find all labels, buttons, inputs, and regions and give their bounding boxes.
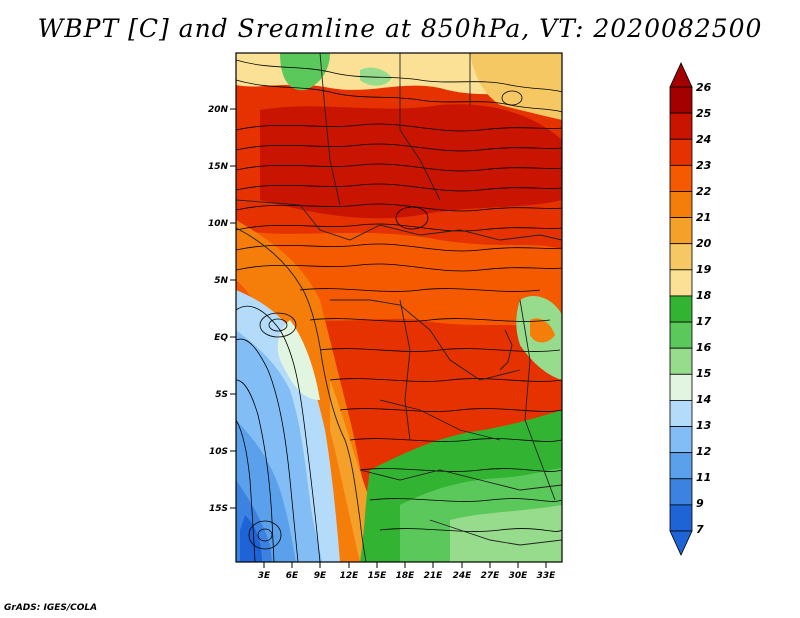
streamlines — [236, 59, 562, 562]
lon-tick-label: 9E — [314, 571, 327, 581]
lon-tick-label: 30E — [509, 571, 529, 581]
grads-footer: GrADS: IGES/COLA — [4, 603, 98, 613]
colorbar-cell — [669, 426, 693, 454]
lon-tick-label: 24E — [453, 571, 473, 581]
colorbar-level-label: 19 — [696, 263, 712, 276]
colorbar-cell — [669, 191, 693, 218]
lon-tick-label: 12E — [340, 571, 360, 581]
lat-tick-label: 5N — [214, 276, 228, 286]
lat-tick-label: 15S — [209, 504, 228, 514]
colorbar-cell — [669, 347, 693, 375]
colorbar-level-label: 7 — [696, 523, 704, 536]
colorbar-cell — [669, 478, 693, 506]
colorbar-cell — [669, 86, 693, 114]
lon-tick-label: 33E — [537, 571, 557, 581]
lat-tick-label: 10S — [209, 447, 228, 457]
colorbar-cell — [669, 243, 693, 271]
lon-tick-label: 18E — [396, 571, 416, 581]
lat-tick-label: 20N — [208, 105, 229, 115]
colorbar-level-label: 17 — [696, 315, 712, 328]
colorbar-level-label: 14 — [696, 393, 711, 406]
colorbar-level-label: 11 — [696, 471, 711, 484]
wbpt-shaded-field — [236, 53, 562, 562]
lon-tick-label: 6E — [286, 571, 299, 581]
colorbar-top-arrow — [669, 62, 693, 88]
lon-tick-label: 3E — [258, 571, 271, 581]
lat-axis: 20N 15N 10N 5N EQ 5S 10S 15S — [208, 105, 236, 514]
colorbar-cells — [669, 86, 693, 532]
colorbar-level-label: 16 — [696, 341, 712, 354]
lon-tick-label: 21E — [424, 571, 444, 581]
lat-tick-label: 15N — [208, 162, 229, 172]
lon-tick-label: 15E — [368, 571, 388, 581]
colorbar-cell — [669, 138, 693, 166]
lat-tick-label: EQ — [214, 333, 228, 343]
colorbar-cell — [669, 112, 693, 140]
map-frame — [235, 52, 563, 563]
colorbar-level-label: 21 — [696, 211, 711, 224]
colorbar-level-label: 12 — [696, 445, 712, 458]
colorbar-labels: 26 25 24 23 22 21 20 19 18 17 16 15 14 1… — [696, 81, 712, 536]
colorbar-bottom-arrow — [669, 530, 693, 556]
map-title: WBPT [C] and Sreamline at 850hPa, VT: 20… — [37, 14, 763, 43]
colorbar: 26 25 24 23 22 21 20 19 18 17 16 15 14 1… — [669, 62, 712, 556]
colorbar-level-label: 25 — [696, 107, 712, 120]
colorbar-cell — [669, 269, 693, 297]
colorbar-cell — [669, 452, 693, 480]
colorbar-level-label: 20 — [696, 237, 712, 250]
colorbar-level-label: 24 — [696, 133, 711, 146]
lat-tick-label: 10N — [208, 219, 229, 229]
colorbar-cell — [669, 217, 693, 245]
lon-tick-label: 27E — [481, 571, 501, 581]
colorbar-cell — [669, 164, 693, 192]
colorbar-level-label: 9 — [696, 497, 704, 510]
colorbar-cell — [669, 504, 693, 532]
country-borders — [236, 53, 562, 562]
colorbar-level-label: 23 — [696, 159, 712, 172]
lon-axis: 3E 6E 9E 12E 15E 18E 21E 24E 27E 30E 33E — [258, 562, 556, 581]
colorbar-level-label: 22 — [696, 185, 712, 198]
colorbar-cell — [669, 295, 693, 323]
colorbar-level-label: 18 — [696, 289, 712, 302]
colorbar-level-label: 13 — [696, 419, 712, 432]
colorbar-level-label: 15 — [696, 367, 712, 380]
colorbar-cell — [669, 321, 693, 349]
colorbar-cell — [669, 400, 693, 427]
colorbar-cell — [669, 373, 693, 401]
colorbar-level-label: 26 — [696, 81, 712, 94]
lat-tick-label: 5S — [215, 390, 228, 400]
